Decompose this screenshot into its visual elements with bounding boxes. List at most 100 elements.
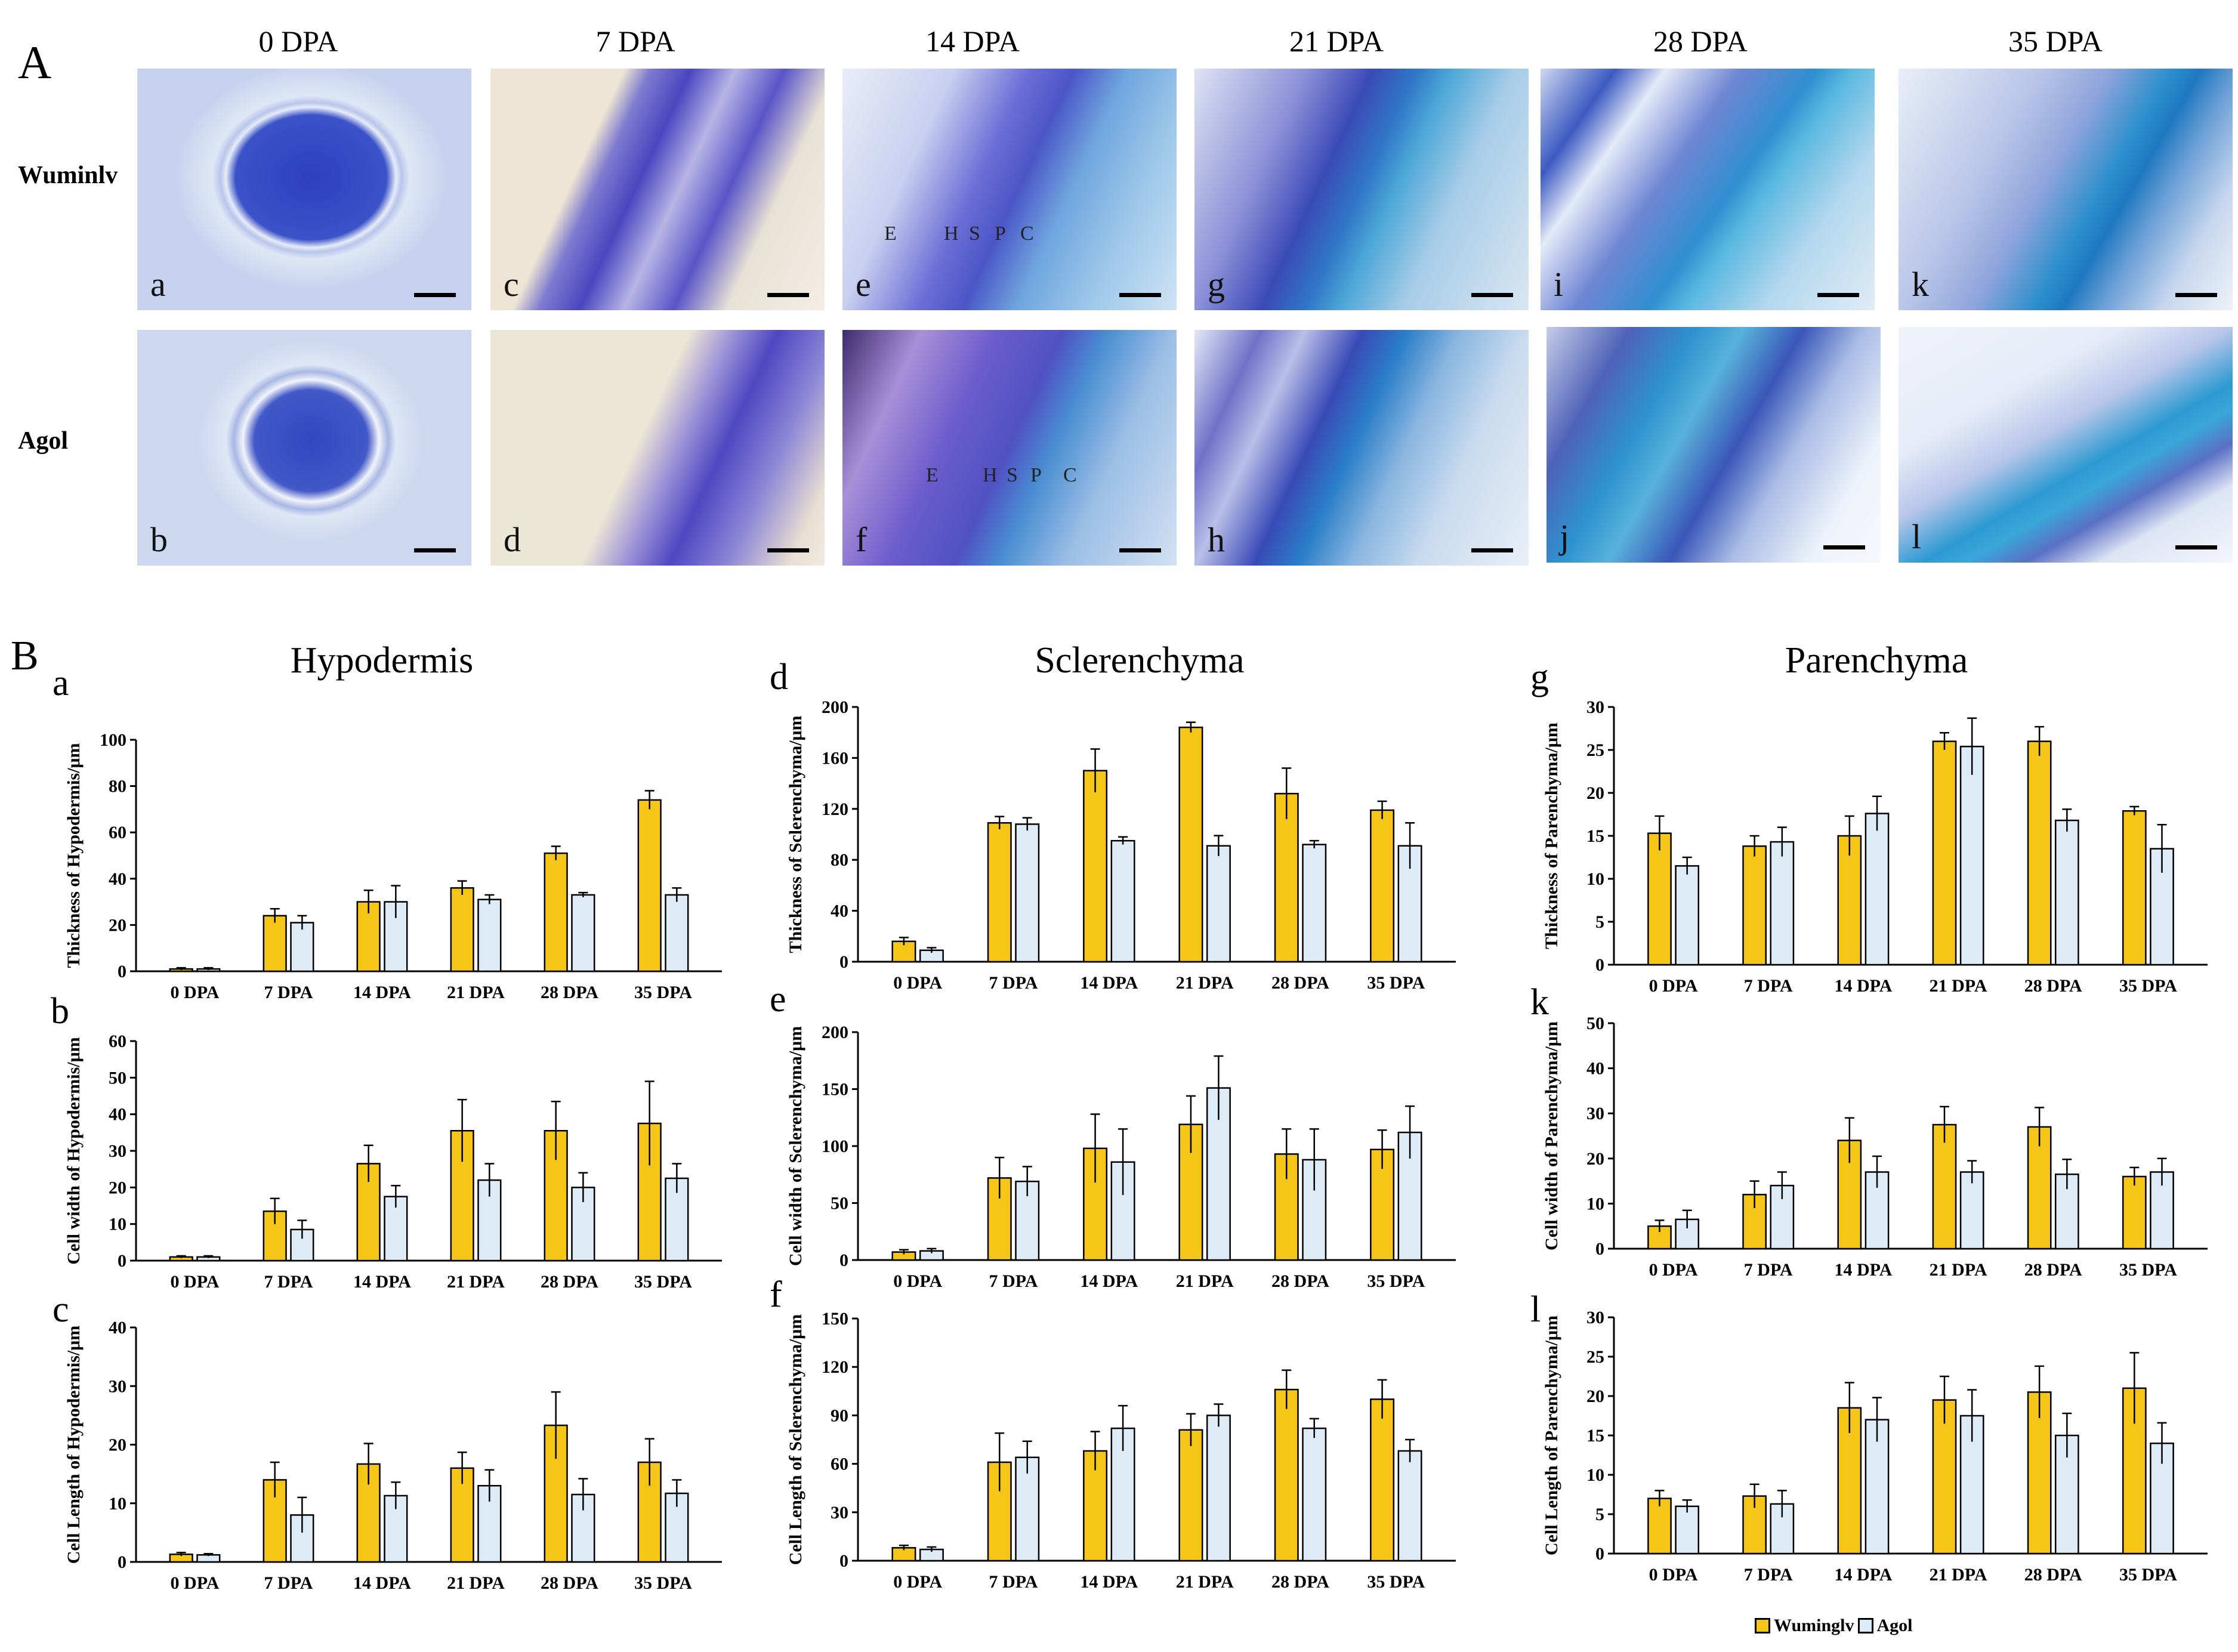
- x-tick-label-g: 0 DPA: [1649, 976, 1698, 996]
- y-axis-label-k: Cell width of Parenchyma/μm: [1542, 1021, 1561, 1250]
- x-tick-label-d: 14 DPA: [1080, 973, 1138, 993]
- y-tick-label-l: 15: [1586, 1426, 1604, 1446]
- bar-a-agol-1: [290, 922, 314, 972]
- x-tick-label-k: 14 DPA: [1834, 1260, 1892, 1280]
- y-tick-label-a: 40: [109, 869, 126, 889]
- y-axis-label-b: Cell width of Hypodermis/μm: [64, 1037, 84, 1264]
- micrograph-j: j: [1546, 327, 1881, 563]
- x-tick-label-a: 21 DPA: [447, 983, 505, 1002]
- x-tick-label-d: 21 DPA: [1176, 973, 1234, 993]
- y-tick-label-c: 10: [109, 1494, 126, 1514]
- title-sclerenchyma: Sclerenchyma: [1035, 640, 1245, 681]
- row-label-agol: Agol: [18, 427, 68, 455]
- y-tick-label-g: 25: [1586, 740, 1604, 760]
- bar-e-wuminglv-3: [1178, 1123, 1203, 1261]
- x-tick-label-b: 0 DPA: [171, 1272, 220, 1292]
- bar-l-agol-0: [1675, 1505, 1700, 1555]
- chart-letter-b: b: [51, 991, 69, 1032]
- x-tick-label-d: 35 DPA: [1367, 973, 1425, 993]
- y-tick-label-e: 0: [839, 1250, 848, 1270]
- x-tick-label-c: 0 DPA: [171, 1573, 220, 1593]
- chart-letter-c: c: [53, 1289, 69, 1330]
- bar-g-agol-1: [1770, 841, 1795, 966]
- y-tick-label-g: 10: [1586, 869, 1604, 889]
- y-axis-label-c: Cell Length of Hypodermis/μm: [64, 1326, 84, 1564]
- scale-bar: [1823, 545, 1865, 549]
- micrograph-b: b: [137, 330, 471, 566]
- micrograph-k: k: [1899, 69, 2233, 310]
- sublabel-b: b: [150, 520, 168, 559]
- bar-g-wuminglv-5: [2122, 810, 2147, 966]
- y-tick-label-b: 10: [109, 1215, 126, 1234]
- micrograph-f: E H S P C f: [842, 330, 1177, 566]
- y-tick-label-g: 5: [1595, 912, 1604, 932]
- sublabel-e: e: [856, 265, 871, 304]
- col-label-1: 7 DPA: [595, 24, 675, 58]
- panel-b-letter: B: [11, 633, 39, 679]
- x-tick-label-a: 7 DPA: [264, 983, 313, 1002]
- bar-f-wuminglv-5: [1370, 1398, 1395, 1562]
- y-tick-label-b: 50: [109, 1068, 126, 1088]
- y-tick-label-k: 10: [1586, 1194, 1604, 1213]
- y-axis-label-f: Cell Length of Sclerenchyma/μm: [786, 1314, 805, 1565]
- sublabel-j: j: [1560, 517, 1570, 556]
- x-tick-label-a: 0 DPA: [171, 983, 220, 1002]
- y-tick-label-a: 80: [109, 777, 126, 796]
- layer-label-e-C: C: [1020, 223, 1034, 245]
- bar-f-agol-1: [1015, 1456, 1040, 1562]
- micrograph-h: h: [1194, 330, 1529, 566]
- y-tick-label-e: 100: [822, 1137, 848, 1156]
- layer-label-f-C: C: [1063, 464, 1077, 486]
- x-tick-label-c: 7 DPA: [264, 1573, 313, 1593]
- x-tick-label-c: 14 DPA: [353, 1573, 411, 1593]
- layer-label-f-E: E: [926, 464, 939, 486]
- bar-f-wuminglv-4: [1274, 1388, 1299, 1562]
- x-tick-label-k: 0 DPA: [1649, 1260, 1698, 1280]
- y-tick-label-b: 60: [109, 1032, 126, 1051]
- y-tick-label-f: 90: [831, 1406, 848, 1425]
- legend-swatch-wuminglv: [1755, 1618, 1770, 1634]
- y-tick-label-b: 0: [118, 1251, 126, 1271]
- y-tick-label-d: 40: [831, 901, 848, 921]
- y-tick-label-g: 15: [1586, 826, 1604, 846]
- legend-label-wuminglv: Wuminglv: [1774, 1616, 1854, 1635]
- y-tick-label-b: 30: [109, 1141, 126, 1161]
- x-tick-label-l: 7 DPA: [1744, 1565, 1793, 1585]
- x-tick-label-f: 35 DPA: [1367, 1572, 1425, 1592]
- y-tick-label-c: 30: [109, 1376, 126, 1396]
- bar-b-agol-1: [290, 1228, 314, 1262]
- layer-label-f-H: H: [983, 464, 998, 486]
- y-axis-label-d: Thickness of Sclerenchyma/μm: [786, 715, 805, 953]
- y-tick-label-l: 5: [1595, 1505, 1604, 1524]
- layer-label-e-S: S: [969, 223, 980, 245]
- x-tick-label-b: 21 DPA: [447, 1272, 505, 1292]
- sublabel-c: c: [504, 265, 519, 304]
- x-tick-label-c: 21 DPA: [447, 1573, 505, 1593]
- bar-k-agol-3: [1959, 1171, 1984, 1250]
- chart-letter-a: a: [53, 663, 69, 703]
- sublabel-f: f: [856, 520, 868, 559]
- scale-bar: [767, 293, 809, 297]
- x-tick-label-d: 7 DPA: [989, 973, 1038, 993]
- x-tick-label-l: 28 DPA: [2024, 1565, 2082, 1585]
- chart-letter-l: l: [1530, 1289, 1541, 1330]
- chart-letter-d: d: [770, 657, 788, 697]
- y-tick-label-d: 120: [822, 799, 848, 819]
- micrograph-d: d: [490, 330, 825, 566]
- bar-d-wuminglv-3: [1178, 726, 1203, 963]
- bar-g-agol-3: [1959, 745, 1984, 966]
- scale-bar: [1471, 548, 1513, 552]
- y-tick-label-k: 50: [1586, 1014, 1604, 1033]
- bar-k-wuminglv-3: [1932, 1123, 1957, 1250]
- micrograph-e: E H S P C e: [842, 69, 1177, 310]
- y-tick-label-l: 10: [1586, 1465, 1604, 1485]
- bar-a-agol-5: [665, 894, 689, 972]
- bar-e-wuminglv-2: [1083, 1147, 1108, 1261]
- y-tick-label-f: 0: [839, 1551, 848, 1571]
- y-tick-label-d: 200: [822, 697, 848, 717]
- col-label-5: 35 DPA: [2008, 24, 2103, 58]
- layer-label-f-P: P: [1030, 464, 1042, 486]
- bar-g-agol-2: [1865, 813, 1890, 966]
- y-tick-label-l: 25: [1586, 1347, 1604, 1367]
- bar-g-wuminglv-3: [1932, 740, 1957, 966]
